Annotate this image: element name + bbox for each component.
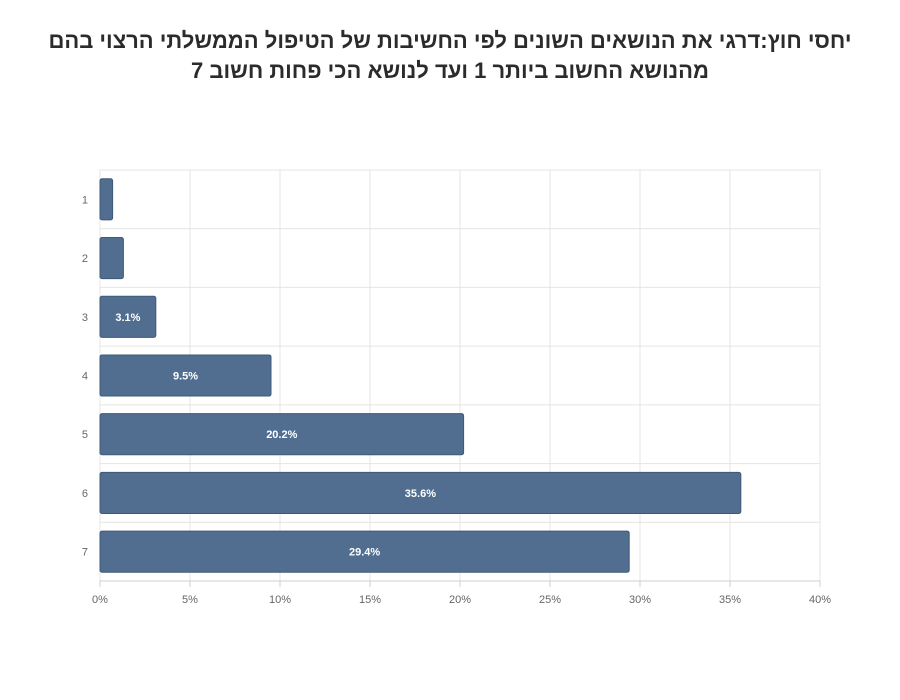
bar: [99, 354, 272, 397]
x-tick-label: 15%: [359, 594, 381, 606]
bar: [99, 471, 742, 514]
y-category-label: 5: [82, 429, 88, 441]
bar: [99, 178, 114, 221]
bar-data-label: 20.2%: [266, 429, 297, 441]
chart-title-line-2: מהנושא החשוב ביותר 1 ועד לנושא הכי פחות …: [191, 58, 709, 83]
x-tick-label: 30%: [629, 594, 651, 606]
x-tick-label: 20%: [449, 594, 471, 606]
x-tick-label: 5%: [182, 594, 198, 606]
y-category-label: 1: [82, 194, 88, 206]
y-category-label: 7: [82, 547, 88, 559]
x-tick-label: 40%: [809, 594, 831, 606]
bar-data-label: 9.5%: [173, 371, 198, 383]
y-category-label: 4: [82, 371, 88, 383]
bar: [99, 237, 124, 280]
x-tick-label: 25%: [539, 594, 561, 606]
x-tick-label: 10%: [269, 594, 291, 606]
y-category-label: 6: [82, 488, 88, 500]
bar: [99, 295, 157, 338]
y-category-label: 2: [82, 253, 88, 265]
bar-data-label: 35.6%: [405, 488, 436, 500]
x-tick-label: 35%: [719, 594, 741, 606]
bar: [99, 413, 465, 456]
chart-title: יחסי חוץ:דרגי את הנושאים השונים לפי החשי…: [0, 26, 900, 86]
bar: [99, 530, 630, 573]
x-tick-label: 0%: [92, 594, 108, 606]
y-category-label: 3: [82, 312, 88, 324]
bar-data-label: 29.4%: [349, 547, 380, 559]
chart-title-line-1: יחסי חוץ:דרגי את הנושאים השונים לפי החשי…: [48, 28, 852, 53]
bar-data-label: 3.1%: [115, 312, 140, 324]
